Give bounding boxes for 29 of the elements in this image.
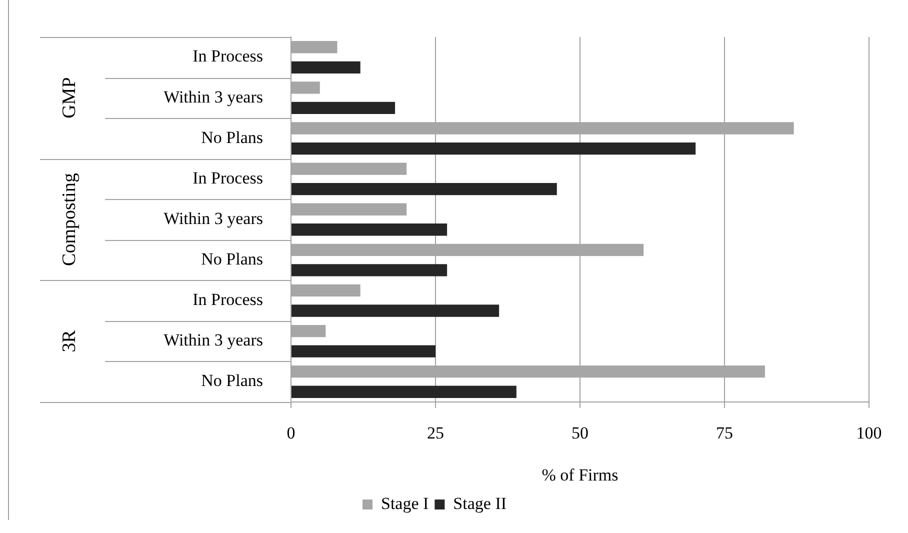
y-tick-label: No Plans — [201, 128, 263, 147]
bar — [292, 386, 516, 398]
y-tick-label: Within 3 years — [164, 87, 263, 106]
y-tick-label: Within 3 years — [164, 330, 263, 350]
text: Composting — [58, 172, 80, 266]
y-tick-label: In Process — [192, 290, 263, 310]
bar — [292, 102, 396, 114]
x-tick-label: 75 — [716, 424, 733, 443]
text: 3R — [58, 330, 80, 352]
bar — [292, 345, 436, 358]
y-tick-label: No Plans — [201, 371, 263, 390]
x-axis-title: % of Firms — [542, 465, 618, 484]
y-tick-label: No Plans — [201, 250, 263, 269]
legend-label: Stage II — [453, 494, 507, 513]
text: GMP — [58, 77, 80, 118]
y-tick-label: In Process — [192, 46, 263, 66]
y-tick-label: In Process — [192, 168, 263, 188]
legend-label: Stage I — [380, 494, 430, 513]
x-tick-label: 100 — [856, 424, 882, 443]
bar — [292, 224, 448, 236]
y-tick-label: Within 3 years — [164, 208, 263, 228]
x-tick-label: 25 — [427, 424, 444, 443]
bar — [292, 183, 557, 196]
x-tick-label: 0 — [286, 424, 296, 443]
bar — [292, 61, 360, 74]
bar — [292, 264, 448, 276]
bar — [292, 142, 696, 155]
x-tick-label: 50 — [572, 424, 588, 443]
bar — [292, 304, 500, 317]
